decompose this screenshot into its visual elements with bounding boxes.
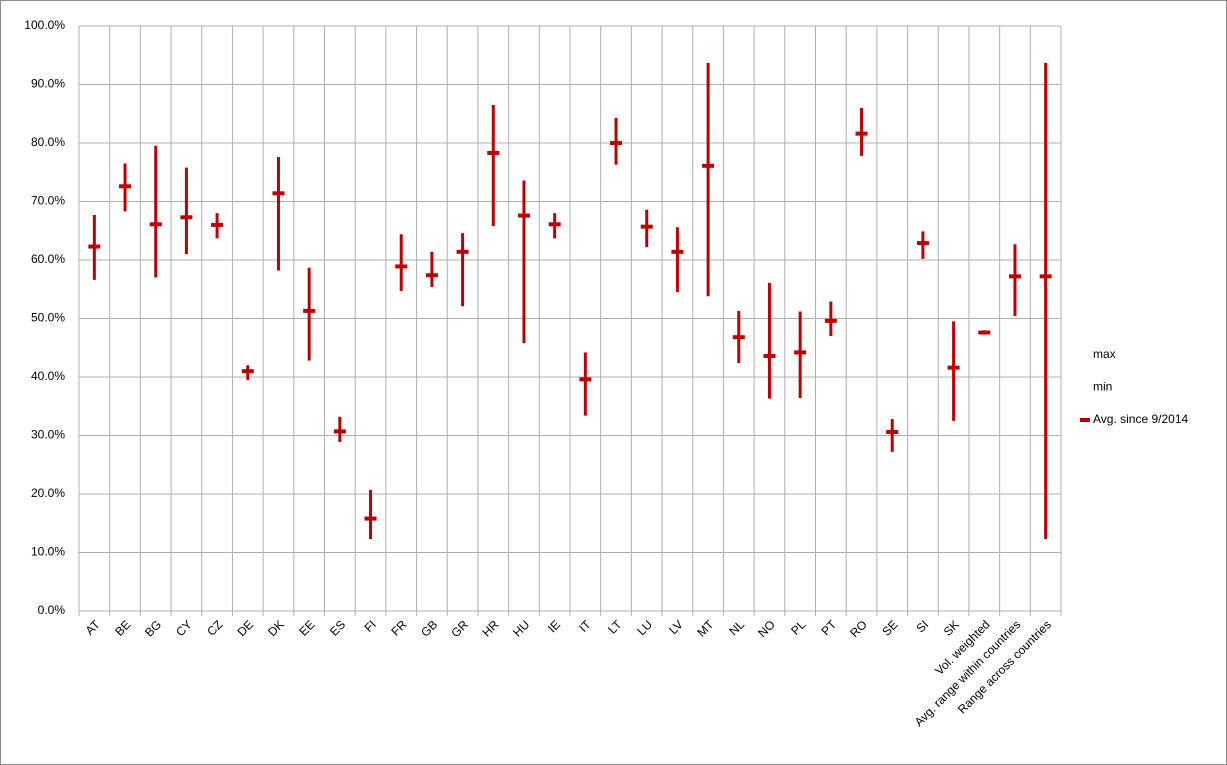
y-tick-label: 90.0% <box>31 77 65 91</box>
legend-label: min <box>1093 380 1112 394</box>
y-tick-label: 70.0% <box>31 194 65 208</box>
y-tick-label: 80.0% <box>31 135 65 149</box>
legend-label: max <box>1093 347 1116 361</box>
legend-label: Avg. since 9/2014 <box>1093 412 1189 426</box>
y-tick-label: 0.0% <box>38 603 66 617</box>
y-tick-label: 50.0% <box>31 311 65 325</box>
y-tick-label: 20.0% <box>31 486 65 500</box>
y-tick-label: 100.0% <box>24 18 65 32</box>
y-tick-label: 10.0% <box>31 545 65 559</box>
y-tick-label: 60.0% <box>31 252 65 266</box>
y-tick-label: 40.0% <box>31 369 65 383</box>
y-tick-label: 30.0% <box>31 428 65 442</box>
